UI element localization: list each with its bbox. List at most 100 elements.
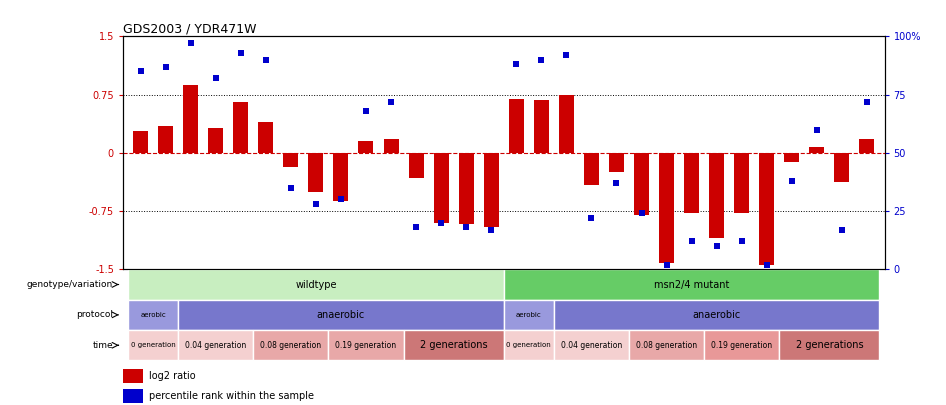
Text: 0.19 generation: 0.19 generation	[336, 341, 396, 350]
Bar	[634, 153, 649, 215]
Point	[659, 262, 674, 268]
Text: time: time	[93, 341, 113, 350]
Bar	[704, 330, 780, 360]
Text: protocol: protocol	[76, 310, 113, 320]
Text: aerobic: aerobic	[516, 312, 542, 318]
Point	[734, 238, 749, 245]
Point	[158, 64, 173, 70]
Point	[534, 57, 549, 63]
Bar	[760, 153, 774, 265]
Text: genotype/variation: genotype/variation	[26, 280, 113, 289]
Text: 0.08 generation: 0.08 generation	[636, 341, 697, 350]
Text: 0 generation: 0 generation	[131, 342, 175, 348]
Bar	[584, 153, 599, 185]
Point	[433, 220, 448, 226]
Bar	[710, 153, 725, 238]
Point	[359, 108, 374, 114]
Text: msn2/4 mutant: msn2/4 mutant	[654, 279, 729, 290]
Point	[383, 98, 398, 105]
Bar	[328, 330, 404, 360]
Point	[684, 238, 699, 245]
Bar	[784, 153, 799, 162]
Bar	[810, 147, 824, 153]
Text: 0.19 generation: 0.19 generation	[711, 341, 772, 350]
Text: aerobic: aerobic	[140, 312, 166, 318]
Bar	[123, 369, 143, 383]
Point	[784, 177, 799, 184]
Bar	[283, 153, 298, 167]
Point	[308, 201, 324, 207]
Bar	[258, 122, 273, 153]
Text: GDS2003 / YDR471W: GDS2003 / YDR471W	[123, 22, 256, 35]
Point	[183, 40, 198, 47]
Bar	[534, 100, 549, 153]
Bar	[128, 300, 178, 330]
Text: 0.08 generation: 0.08 generation	[260, 341, 322, 350]
Bar	[234, 102, 248, 153]
Point	[810, 126, 825, 133]
Bar	[609, 153, 624, 172]
Bar	[459, 153, 474, 224]
Point	[208, 75, 223, 82]
Text: 0.04 generation: 0.04 generation	[185, 341, 246, 350]
Point	[710, 243, 725, 249]
Bar	[409, 153, 424, 178]
Point	[509, 61, 524, 68]
Bar	[133, 131, 148, 153]
Bar	[860, 139, 874, 153]
Bar	[504, 269, 880, 300]
Text: 2 generations: 2 generations	[796, 340, 863, 350]
Point	[584, 215, 599, 221]
Bar	[404, 330, 504, 360]
Text: log2 ratio: log2 ratio	[149, 371, 196, 381]
Text: anaerobic: anaerobic	[692, 310, 741, 320]
Bar	[483, 153, 499, 227]
Bar	[128, 330, 178, 360]
Bar	[504, 300, 553, 330]
Text: wildtype: wildtype	[295, 279, 337, 290]
Bar	[178, 330, 254, 360]
Bar	[333, 153, 348, 201]
Bar	[684, 153, 699, 213]
Point	[258, 57, 273, 63]
Bar	[208, 128, 223, 153]
Bar	[123, 389, 143, 403]
Point	[333, 196, 348, 203]
Bar	[308, 153, 324, 192]
Bar	[383, 139, 398, 153]
Point	[283, 185, 298, 191]
Point	[634, 210, 649, 217]
Point	[459, 224, 474, 231]
Text: percentile rank within the sample: percentile rank within the sample	[149, 391, 314, 401]
Bar	[433, 153, 448, 223]
Point	[409, 224, 424, 231]
Bar	[178, 300, 503, 330]
Bar	[504, 330, 553, 360]
Bar	[553, 330, 629, 360]
Bar	[184, 85, 198, 153]
Point	[834, 226, 850, 233]
Bar	[780, 330, 880, 360]
Bar	[734, 153, 749, 213]
Point	[859, 98, 874, 105]
Bar	[659, 153, 674, 263]
Bar	[629, 330, 704, 360]
Bar	[559, 95, 574, 153]
Bar	[359, 141, 374, 153]
Point	[559, 52, 574, 58]
Text: 2 generations: 2 generations	[420, 340, 487, 350]
Bar	[509, 98, 524, 153]
Bar	[553, 300, 880, 330]
Point	[760, 262, 775, 268]
Bar	[254, 330, 328, 360]
Point	[483, 226, 499, 233]
Bar	[128, 269, 503, 300]
Text: 0.04 generation: 0.04 generation	[561, 341, 622, 350]
Bar	[158, 126, 173, 153]
Point	[233, 49, 248, 56]
Text: anaerobic: anaerobic	[317, 310, 365, 320]
Text: 0 generation: 0 generation	[506, 342, 552, 348]
Bar	[834, 153, 850, 182]
Point	[609, 180, 624, 186]
Point	[133, 68, 149, 75]
